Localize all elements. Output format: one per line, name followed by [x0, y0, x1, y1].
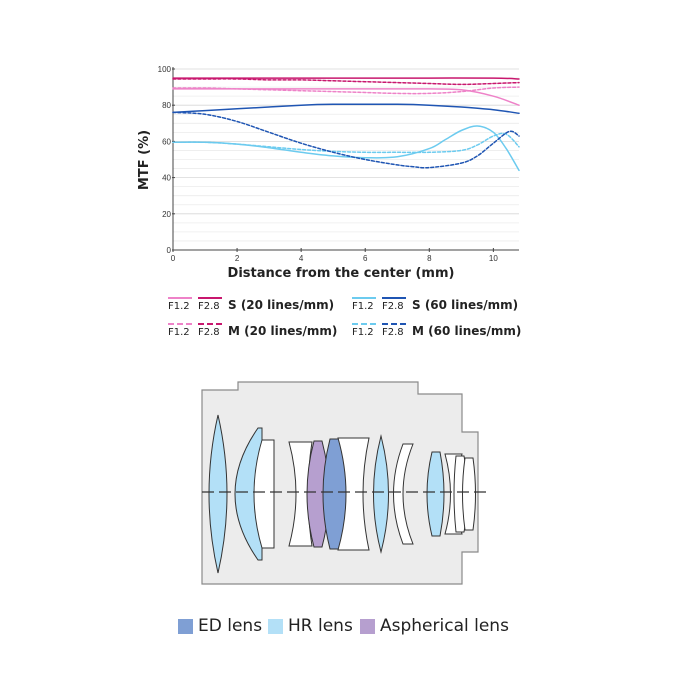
legend-item-m20: F1.2 F2.8 M (20 lines/mm): [168, 318, 348, 344]
legend-label: S (20 lines/mm): [228, 298, 335, 312]
legend-line-f12: [352, 323, 376, 325]
series-line-m-60-lines-mm-f28: [172, 111, 520, 169]
y-tick-label: 40: [162, 174, 171, 183]
legend-line-f28: [382, 323, 406, 325]
ed-lens-swatch: [178, 619, 193, 634]
legend-line-f28: [198, 297, 222, 299]
x-tick-label: 4: [299, 254, 304, 263]
y-tick-label: 100: [158, 65, 172, 74]
series-line-m-20-lines-mm-f12: [172, 86, 520, 95]
series-line-s-60-lines-mm-f28: [172, 103, 520, 115]
hr-lens-swatch: [268, 619, 283, 634]
series-line-m-20-lines-mm-f28: [172, 78, 520, 86]
legend-line-f12: [352, 297, 376, 299]
legend-line-f28: [198, 323, 222, 325]
legend-line-f12: [168, 323, 192, 325]
lens-element-hr: [234, 427, 263, 561]
legend-item-s20: F1.2 F2.8 S (20 lines/mm): [168, 292, 348, 318]
aspherical-lens-swatch: [360, 619, 375, 634]
axes: [172, 67, 519, 252]
x-tick-label: 2: [235, 254, 240, 263]
y-tick-label: 20: [162, 210, 171, 219]
legend-aperture-f12: F1.2: [352, 327, 374, 338]
legend-aperture-f28: F2.8: [382, 327, 404, 338]
legend-item-m60: F1.2 F2.8 M (60 lines/mm): [352, 318, 542, 344]
mtf-legend: F1.2 F2.8 S (20 lines/mm) F1.2 F2.8 M (2…: [168, 292, 548, 352]
lens-element: [337, 437, 370, 551]
lens-element: [462, 457, 476, 531]
legend-aperture-f28: F2.8: [198, 301, 220, 312]
lens-element-hr: [373, 434, 389, 554]
legend-item-s60: F1.2 F2.8 S (60 lines/mm): [352, 292, 542, 318]
y-tick-label: 0: [167, 246, 172, 255]
x-tick-label: 10: [489, 254, 498, 263]
lens-element: [393, 443, 414, 545]
series-line-s-20-lines-mm-f28: [172, 77, 520, 80]
x-tick-label: 0: [171, 254, 176, 263]
y-tick-label: 80: [162, 101, 171, 110]
legend-label: M (60 lines/mm): [412, 324, 522, 338]
hr-lens-label: HR lens: [288, 616, 353, 636]
y-tick-label: 60: [162, 137, 171, 146]
grid-lines: [173, 68, 519, 242]
tick-labels: 0 20 40 60 80 100 0 2 4 6 8 10: [158, 65, 499, 263]
lens-element: [253, 439, 275, 549]
legend-aperture-f28: F2.8: [382, 301, 404, 312]
legend-aperture-f12: F1.2: [352, 301, 374, 312]
lens-construction-diagram: [201, 381, 490, 585]
ed-lens-label: ED lens: [198, 616, 263, 636]
series-lines: [172, 77, 520, 172]
y-axis-title: MTF (%): [137, 130, 152, 190]
lens-element-hr: [426, 451, 445, 537]
legend-aperture-f12: F1.2: [168, 327, 190, 338]
legend-label: S (60 lines/mm): [412, 298, 519, 312]
series-line-m-60-lines-mm-f12: [172, 132, 520, 154]
x-axis-title: Distance from the center (mm): [228, 266, 455, 281]
aspherical-lens-label: Aspherical lens: [380, 616, 509, 636]
x-tick-label: 6: [363, 254, 368, 263]
legend-line-f12: [168, 297, 192, 299]
lens-element-hr: [208, 414, 228, 574]
mtf-chart: 0 20 40 60 80 100 0 2 4 6 8 10 Distance from the ce…: [137, 65, 520, 281]
legend-label: M (20 lines/mm): [228, 324, 338, 338]
legend-aperture-f12: F1.2: [168, 301, 190, 312]
legend-line-f28: [382, 297, 406, 299]
x-tick-label: 8: [427, 254, 432, 263]
legend-aperture-f28: F2.8: [198, 327, 220, 338]
